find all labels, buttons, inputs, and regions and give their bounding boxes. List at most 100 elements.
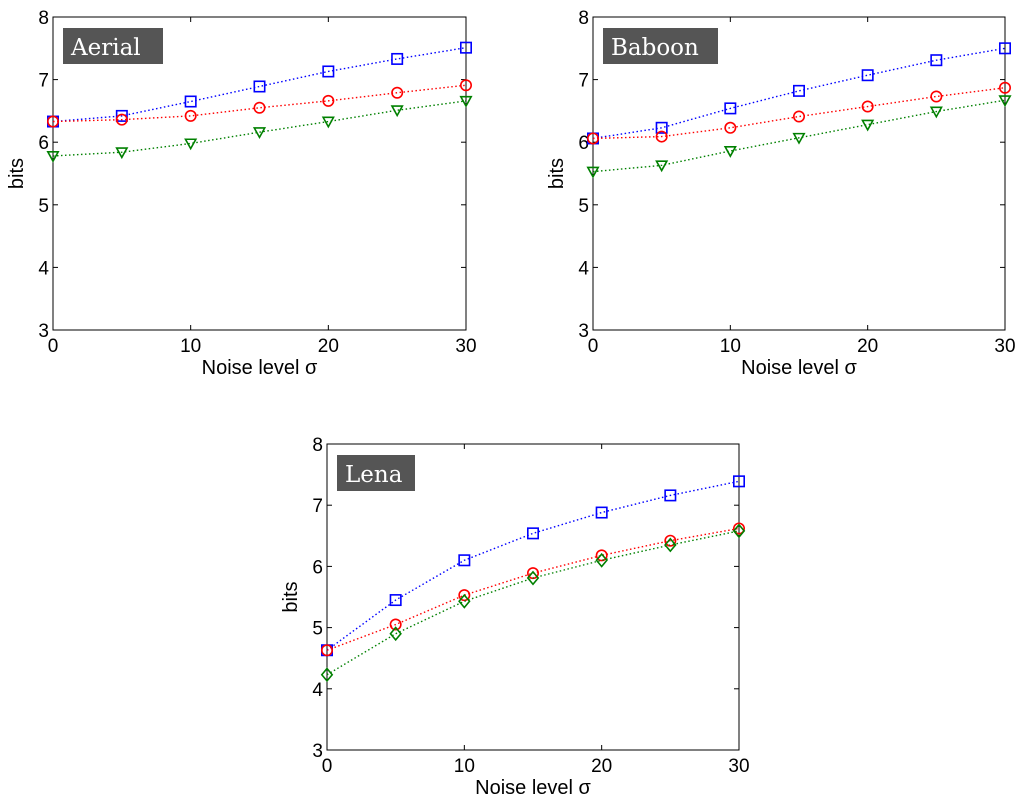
circle-marker [184,109,197,122]
diamond-marker [320,667,334,683]
triangle-marker [115,147,129,160]
diamond-marker [732,523,746,539]
y-tick-label: 7 [312,496,323,517]
square-marker [389,594,402,607]
series-2 [46,95,473,163]
x-tick-label: 30 [728,756,749,777]
diamond-marker [526,570,540,586]
series-line [326,530,740,676]
y-tick-label: 7 [578,71,589,92]
x-tick-label: 20 [857,336,878,357]
y-tick-label: 4 [312,680,323,701]
circle-marker [391,86,404,99]
triangle-marker [586,166,600,179]
x-tick-label: 20 [591,756,612,777]
y-tick-label: 5 [312,619,323,640]
triangle-marker [998,95,1012,108]
circle-marker [586,132,599,145]
y-tick-label: 7 [38,71,49,92]
square-marker [998,42,1011,55]
x-tick-label: 0 [322,756,333,777]
y-tick-label: 6 [38,133,49,154]
triangle-marker [792,132,806,145]
triangle-marker [929,106,943,119]
y-tick-label: 4 [38,258,49,279]
y-tick-label: 5 [38,196,49,217]
panel-tag-text: Aerial [70,35,141,61]
diamond-marker [595,552,608,568]
panel-tag: Aerial [63,28,163,64]
circle-marker [322,94,335,107]
series-1 [46,79,472,128]
panel-tag-text: Lena [345,462,403,488]
series-line [52,46,467,123]
x-tick-label: 10 [180,336,201,357]
triangle-marker [390,105,404,118]
y-tick-label: 6 [312,557,323,578]
circle-marker [115,113,128,126]
square-marker [655,121,668,134]
panel-tag-background [603,28,718,64]
circle-marker [320,644,333,657]
circle-marker [655,130,668,143]
plot-frame [52,16,467,331]
square-marker [458,554,471,567]
circle-marker [724,121,737,134]
series-line [326,527,740,651]
x-tick-label: 30 [994,336,1015,357]
square-marker [526,527,539,540]
circle-marker [595,549,608,562]
y-tick-label: 4 [578,258,589,279]
square-marker [391,52,404,65]
circle-marker [458,589,471,602]
series-1 [586,81,1011,145]
chart-panel-baboon: 3 4 5 6 7 8 0 10 20 30 Noise level σ bits Baboon [546,8,1016,379]
chart-panel-aerial: 3 4 5 6 7 8 0 10 20 30 Noise level σ bits Aerial [6,8,477,379]
series-line [52,100,467,157]
y-tick-label: 6 [578,133,589,154]
circle-marker [46,115,59,128]
y-tick-label: 8 [578,8,589,29]
series-line [592,99,1006,173]
panel-tag: Baboon [603,28,718,64]
square-marker [930,54,943,67]
panel-tag: Lena [337,455,415,491]
square-marker [459,41,472,54]
circle-marker [389,618,402,631]
plot-frame [592,16,1006,331]
triangle-marker [321,116,335,129]
x-tick-label: 10 [454,756,475,777]
square-marker [253,80,266,93]
x-tick-label: 0 [588,336,599,357]
square-marker [595,506,608,519]
circle-marker [664,534,677,547]
diamond-marker [389,626,402,642]
x-tick-label: 10 [720,336,741,357]
circle-marker [253,101,266,114]
series-line [592,87,1006,140]
circle-marker [792,110,805,123]
square-marker [732,475,745,488]
panel-tag-text: Baboon [611,35,699,61]
square-marker [322,65,335,78]
y-tick-label: 3 [578,321,589,342]
diamond-marker [664,537,677,553]
series-1 [320,522,745,657]
x-tick-label: 0 [48,336,59,357]
square-marker [184,95,197,108]
triangle-marker [723,145,737,158]
x-tick-label: 30 [455,336,476,357]
circle-marker [998,81,1011,94]
square-marker [724,102,737,115]
panel-tag-background [63,28,163,64]
y-tick-label: 8 [312,435,323,456]
x-tick-label: 20 [318,336,339,357]
series-line [592,47,1006,140]
circle-marker [459,79,472,92]
square-marker [792,84,805,97]
triangle-marker [184,138,198,151]
x-axis-label: Noise level σ [475,777,591,799]
y-tick-label: 5 [578,196,589,217]
triangle-marker [46,150,60,163]
x-axis-label: Noise level σ [202,357,318,379]
